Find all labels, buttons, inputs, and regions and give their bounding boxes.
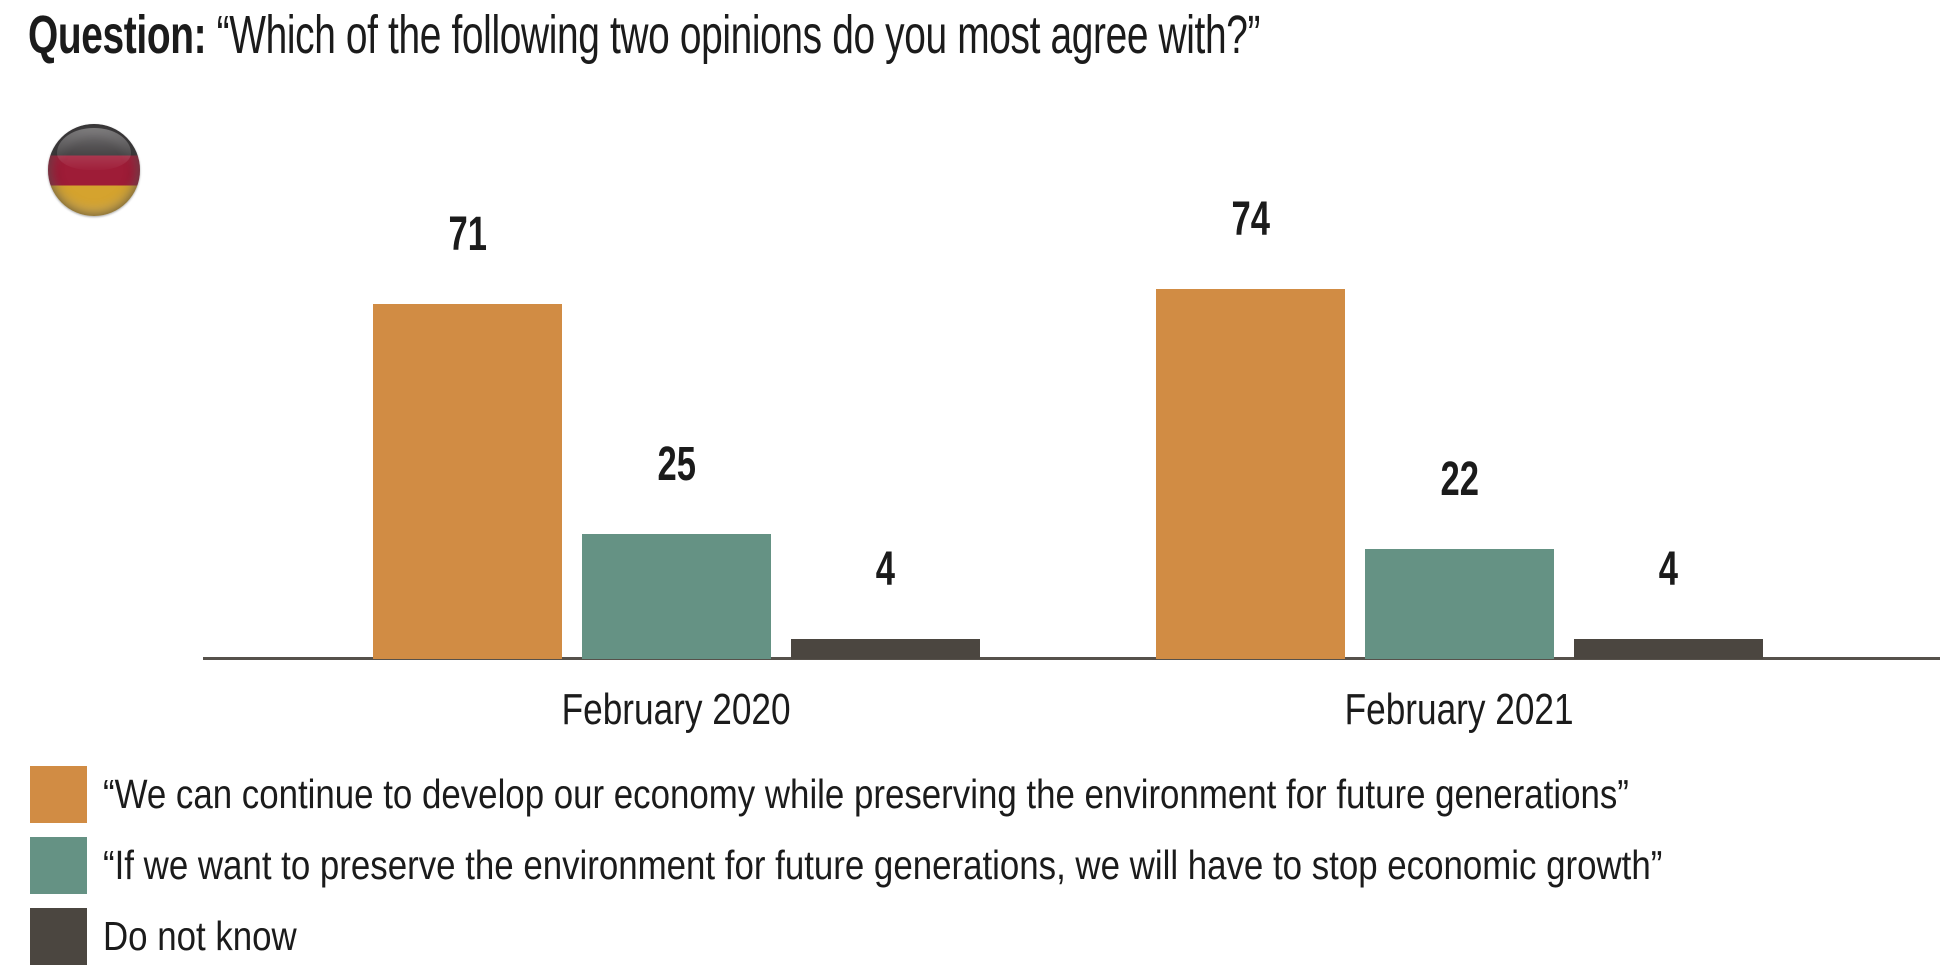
legend-label: “If we want to preserve the environment …: [103, 842, 1663, 888]
bar-february-2020-series-1: [373, 304, 562, 659]
legend-color-swatch: [30, 837, 87, 894]
question-text: “Which of the following two opinions do …: [216, 5, 1261, 65]
legend-label: Do not know: [103, 913, 297, 959]
bar-value-label: 74: [1231, 193, 1270, 246]
legend-item-2: “If we want to preserve the environment …: [30, 837, 1938, 894]
bar-value-label: 4: [1658, 543, 1679, 596]
bar-february-2021-series-1: [1156, 289, 1345, 659]
bar-value-label: 25: [657, 438, 696, 491]
bar-february-2020-series-3: [791, 639, 980, 659]
legend-item-1: “We can continue to develop our economy …: [30, 766, 1938, 823]
bar-february-2020-series-2: [582, 534, 771, 659]
x-axis-label-february-2020: February 2020: [561, 685, 791, 734]
bar-value-label: 4: [875, 543, 896, 596]
legend-item-3: Do not know: [30, 908, 1938, 965]
bar-february-2021-series-3: [1574, 639, 1763, 659]
x-axis-line: [203, 657, 1940, 660]
legend-label: “We can continue to develop our economy …: [103, 771, 1629, 817]
legend-color-swatch: [30, 908, 87, 965]
x-axis-label-february-2021: February 2021: [1344, 685, 1574, 734]
question-title: Question: “Which of the following two op…: [28, 6, 1739, 64]
germany-flag-icon: [48, 124, 140, 216]
bar-value-label: 22: [1440, 453, 1479, 506]
question-label: Question:: [28, 5, 207, 65]
bar-value-label: 71: [448, 208, 487, 261]
legend-color-swatch: [30, 766, 87, 823]
legend: “We can continue to develop our economy …: [30, 766, 1938, 979]
bar-february-2021-series-2: [1365, 549, 1554, 659]
